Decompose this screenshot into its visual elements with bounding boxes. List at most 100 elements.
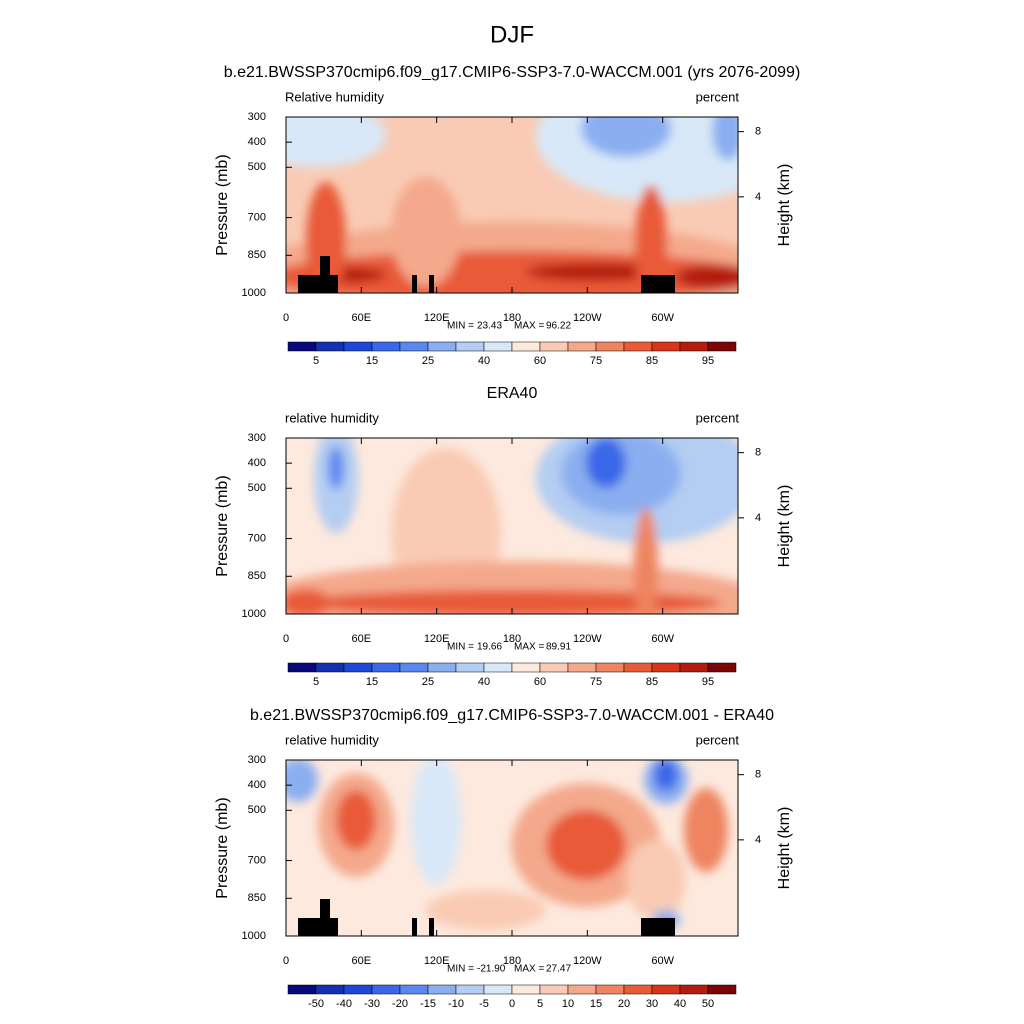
- colorbar-box: [679, 984, 709, 995]
- y-tick-label: 300: [248, 754, 266, 766]
- y-tick-label: 1000: [242, 287, 266, 299]
- min-value: -21.90: [477, 964, 506, 975]
- colorbar-label: 40: [674, 998, 686, 1010]
- colorbar-label: 75: [590, 355, 602, 367]
- y2-tick-label: 8: [755, 769, 761, 781]
- colorbar-box: [343, 984, 373, 995]
- colorbar-label: 5: [537, 998, 543, 1010]
- y-tick-label: 850: [248, 892, 266, 904]
- y2-tick-label: 8: [755, 126, 761, 138]
- colorbar-box: [539, 341, 569, 352]
- colorbar-box: [287, 341, 317, 352]
- colorbar-label: 15: [366, 676, 378, 688]
- y-tick-label: 300: [248, 432, 266, 444]
- y-tick-label: 400: [248, 779, 266, 791]
- max-label: MAX =: [514, 321, 544, 332]
- colorbar-box: [483, 662, 513, 673]
- land-mask: [298, 918, 338, 936]
- land-mask: [320, 256, 330, 276]
- y-axis-label: Pressure (mb): [214, 797, 231, 898]
- field-region: [336, 790, 376, 850]
- x-tick-label: 180: [503, 312, 521, 324]
- left-label: Relative humidity: [285, 89, 384, 104]
- colorbar-label: -50: [308, 998, 324, 1010]
- land-mask: [429, 918, 434, 936]
- land-mask: [641, 275, 675, 293]
- field-region: [546, 810, 626, 880]
- y-tick-label: 1000: [242, 608, 266, 620]
- colorbar-box: [455, 662, 485, 673]
- colorbar-box: [595, 341, 625, 352]
- field-shapes: [286, 438, 738, 614]
- colorbar-label: 5: [313, 355, 319, 367]
- y2-axis-label: Height (km): [776, 164, 793, 247]
- colorbar-label: 40: [478, 676, 490, 688]
- colorbar-label: -20: [392, 998, 408, 1010]
- y2-tick-label: 4: [755, 512, 761, 524]
- colorbar-box: [567, 662, 597, 673]
- colorbar-box: [539, 662, 569, 673]
- colorbar-box: [567, 984, 597, 995]
- land-mask: [641, 918, 675, 936]
- colorbar-box: [287, 984, 317, 995]
- max-value: 96.22: [546, 321, 571, 332]
- colorbar-label: -5: [479, 998, 489, 1010]
- colorbar-box: [483, 341, 513, 352]
- colorbar-box: [595, 662, 625, 673]
- y-tick-label: 700: [248, 532, 266, 544]
- colorbar-box: [315, 341, 345, 352]
- colorbar-box: [427, 341, 457, 352]
- colorbar-label: 50: [702, 998, 714, 1010]
- field-region: [526, 263, 666, 281]
- min-label: MIN =: [447, 321, 474, 332]
- y-tick-label: 700: [248, 211, 266, 223]
- min-label: MIN =: [447, 642, 474, 653]
- min-label: MIN =: [447, 964, 474, 975]
- field-region: [426, 890, 546, 930]
- x-tick-label: 120E: [424, 312, 450, 324]
- colorbar-box: [567, 341, 597, 352]
- x-tick-label: 120E: [424, 633, 450, 645]
- field-region: [581, 117, 671, 157]
- max-label: MAX =: [514, 964, 544, 975]
- field-region: [306, 182, 346, 293]
- y2-tick-label: 8: [755, 447, 761, 459]
- colorbar-label: 25: [422, 355, 434, 367]
- field-region: [586, 438, 626, 488]
- field-region: [704, 438, 738, 508]
- y-tick-label: 850: [248, 249, 266, 261]
- x-tick-label: 120E: [424, 955, 450, 967]
- left-label: relative humidity: [285, 732, 379, 747]
- colorbar-box: [651, 341, 681, 352]
- contour-field: [286, 438, 738, 614]
- field-region: [286, 117, 386, 167]
- y-tick-label: 400: [248, 136, 266, 148]
- y-tick-label: 500: [248, 804, 266, 816]
- colorbar-label: 60: [534, 355, 546, 367]
- field-region: [411, 760, 461, 885]
- field-region: [676, 265, 738, 289]
- colorbar-label: 15: [590, 998, 602, 1010]
- colorbar-label: 85: [646, 676, 658, 688]
- field-shapes: [286, 117, 738, 293]
- y-tick-label: 300: [248, 111, 266, 123]
- colorbar-box: [623, 662, 653, 673]
- land-mask: [412, 918, 417, 936]
- y2-axis-label: Height (km): [776, 485, 793, 568]
- field-region: [286, 760, 318, 802]
- field-region: [684, 788, 728, 872]
- colorbar-label: 10: [562, 998, 574, 1010]
- colorbar-box: [539, 984, 569, 995]
- colorbar-box: [511, 341, 541, 352]
- x-tick-label: 60E: [352, 633, 372, 645]
- y-axis-label: Pressure (mb): [214, 154, 231, 255]
- colorbar-box: [623, 984, 653, 995]
- colorbar-box: [427, 984, 457, 995]
- colorbar-label: -10: [448, 998, 464, 1010]
- y-tick-label: 850: [248, 570, 266, 582]
- colorbar-box: [623, 341, 653, 352]
- field-region: [712, 117, 738, 160]
- colorbar-box: [511, 662, 541, 673]
- y-tick-label: 1000: [242, 930, 266, 942]
- colorbar-label: -15: [420, 998, 436, 1010]
